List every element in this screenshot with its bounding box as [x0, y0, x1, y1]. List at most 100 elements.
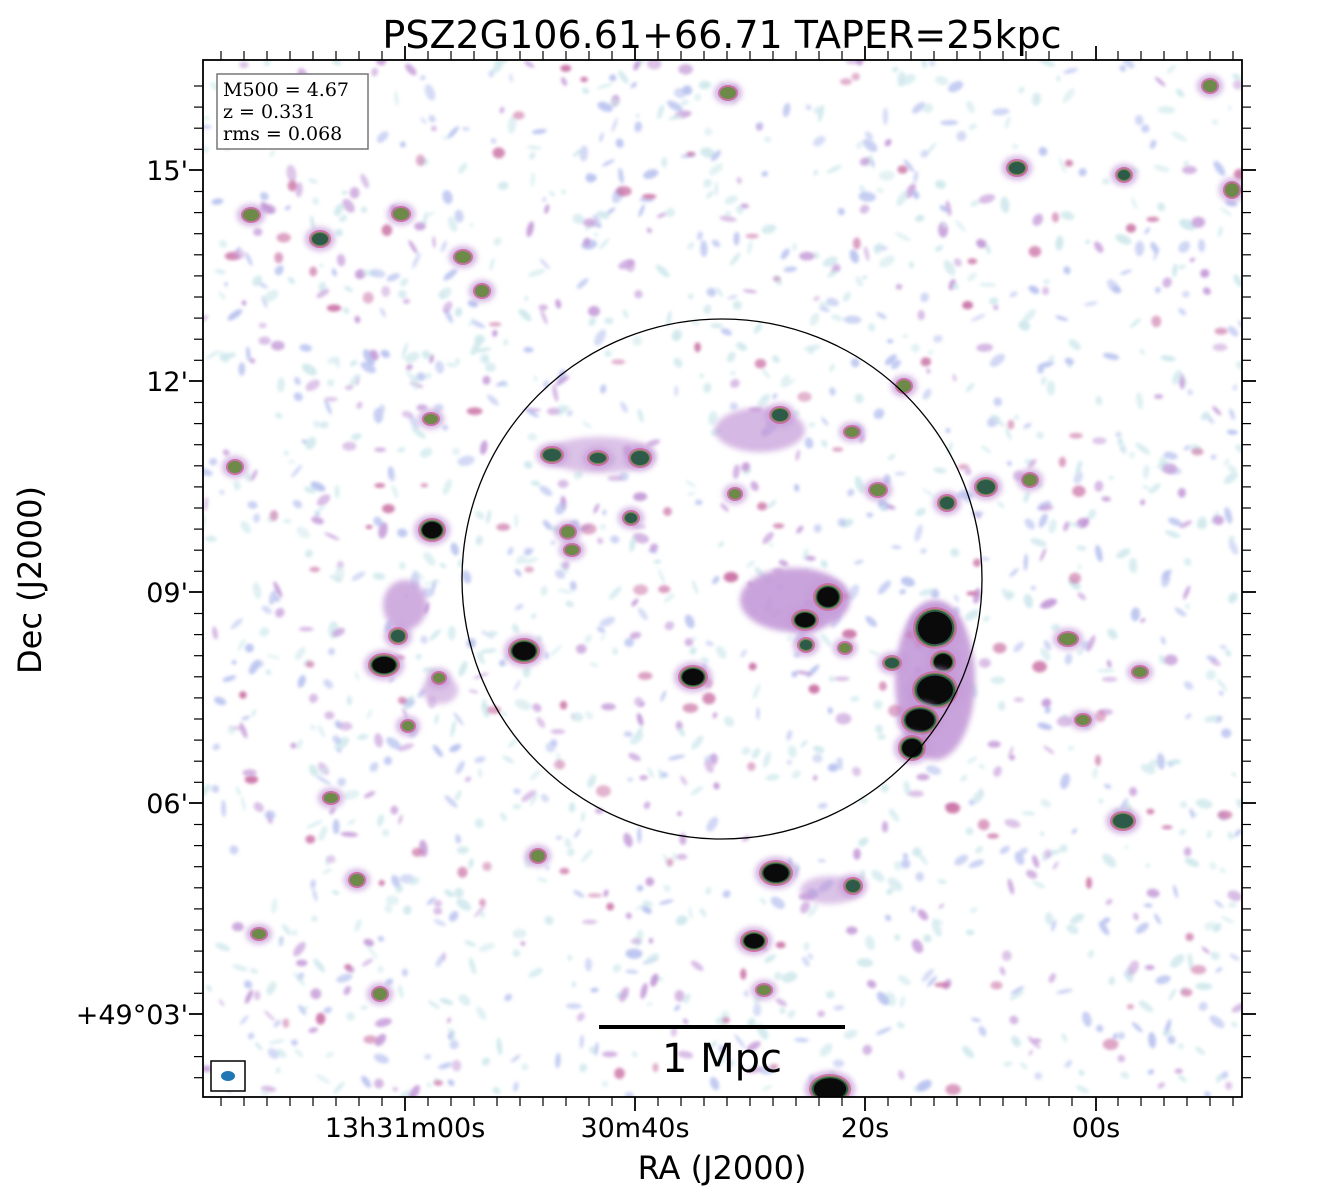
noise-blob: [485, 631, 498, 637]
noise-blob: [896, 1021, 905, 1029]
noise-blob: [634, 697, 644, 708]
noise-blob: [1219, 644, 1227, 650]
noise-blob: [597, 101, 613, 112]
noise-blob: [1082, 1011, 1092, 1027]
radio-source: [318, 788, 344, 808]
noise-blob: [1172, 370, 1182, 385]
faint-patch: [1085, 877, 1093, 889]
noise-blob: [1043, 640, 1052, 651]
noise-blob: [449, 1040, 459, 1050]
faint-patch: [1126, 1004, 1134, 1010]
noise-blob: [221, 799, 227, 818]
noise-blob: [1086, 635, 1096, 652]
noise-blob: [1135, 922, 1149, 934]
noise-blob: [1094, 480, 1104, 492]
noise-blob: [1204, 1091, 1211, 1097]
faint-patch: [253, 228, 263, 236]
noise-blob: [1120, 269, 1132, 275]
noise-blob: [967, 272, 977, 282]
noise-blob: [342, 198, 355, 213]
noise-blob: [746, 1041, 761, 1052]
faint-patch: [550, 729, 566, 735]
noise-blob: [1170, 954, 1185, 968]
noise-blob: [294, 376, 301, 386]
noise-blob: [564, 837, 572, 849]
noise-blob: [968, 799, 975, 806]
noise-blob: [539, 485, 553, 497]
noise-blob: [756, 707, 760, 720]
x-tick-label-30m40s: 30m40s: [580, 1113, 689, 1144]
noise-blob: [703, 304, 712, 315]
noise-blob: [1051, 919, 1057, 932]
noise-blob: [893, 860, 902, 871]
noise-blob: [283, 450, 289, 456]
noise-blob: [1049, 849, 1061, 855]
noise-blob: [674, 1004, 681, 1012]
noise-blob: [428, 115, 436, 123]
noise-blob: [952, 283, 959, 290]
noise-blob: [254, 1042, 263, 1051]
y-tick-label-06: 06': [146, 789, 188, 820]
noise-blob: [1200, 411, 1210, 421]
noise-blob: [663, 884, 671, 892]
plot-frame: [202, 59, 1243, 1098]
faint-patch: [583, 237, 591, 247]
noise-blob: [453, 887, 464, 898]
noise-blob: [308, 1027, 319, 1033]
noise-blob: [1221, 728, 1232, 739]
noise-blob: [402, 905, 412, 915]
noise-blob: [565, 1003, 582, 1009]
noise-blob: [632, 335, 643, 346]
noise-blob: [719, 215, 737, 222]
noise-blob: [474, 756, 486, 764]
noise-blob: [499, 659, 506, 667]
noise-blob: [1083, 301, 1098, 306]
noise-blob: [1009, 291, 1018, 298]
noise-blob: [341, 190, 348, 195]
noise-blob: [247, 1032, 255, 1040]
noise-blob: [424, 1054, 432, 1060]
noise-blob: [850, 358, 860, 368]
noise-blob: [779, 1007, 786, 1014]
noise-blob: [1119, 65, 1126, 72]
radio-source: [714, 82, 742, 104]
noise-blob: [218, 999, 225, 1007]
noise-blob: [813, 524, 822, 533]
faint-patch: [1101, 676, 1118, 682]
faint-patch: [390, 805, 399, 815]
noise-blob: [1052, 861, 1059, 870]
info-box-frame: [216, 73, 369, 150]
noise-blob: [394, 90, 399, 107]
noise-blob: [691, 579, 699, 595]
faint-patch: [1185, 932, 1194, 942]
noise-blob: [386, 737, 402, 750]
noise-blob: [762, 531, 774, 545]
noise-blob: [1215, 966, 1223, 973]
faint-patch: [466, 407, 483, 416]
noise-blob: [512, 928, 527, 939]
noise-blob: [1073, 471, 1083, 484]
radio-source: [618, 507, 644, 529]
noise-blob: [700, 657, 710, 663]
noise-blob: [997, 501, 1005, 508]
noise-blob: [316, 494, 331, 506]
noise-blob: [1003, 1061, 1013, 1067]
noise-blob: [894, 934, 901, 941]
noise-blob: [1160, 355, 1176, 362]
noise-blob: [960, 774, 968, 782]
noise-blob: [592, 214, 602, 228]
noise-blob: [978, 763, 986, 770]
noise-blob: [877, 580, 891, 595]
noise-blob: [422, 350, 431, 360]
noise-blob: [383, 756, 393, 766]
radio-source: [1219, 178, 1242, 202]
noise-blob: [636, 884, 644, 892]
faint-patch: [381, 285, 391, 297]
faint-patch: [363, 1035, 378, 1044]
noise-blob: [248, 659, 260, 675]
noise-blob: [1014, 851, 1025, 866]
noise-blob: [690, 960, 704, 971]
noise-blob: [531, 129, 547, 135]
noise-blob: [826, 164, 843, 174]
noise-blob: [1134, 115, 1144, 126]
